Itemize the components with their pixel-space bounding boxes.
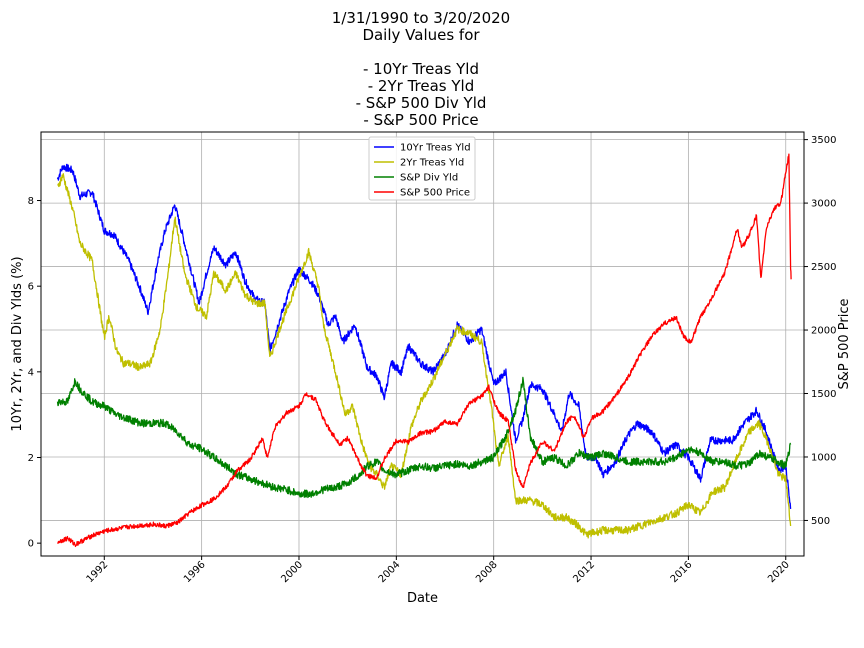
x-axis-label: Date	[407, 591, 438, 606]
x-tick-label: 1996	[182, 559, 208, 585]
title-line: - 10Yr Treas Yld	[363, 60, 479, 78]
plot-area	[40, 131, 805, 557]
y-right-tick-label: 2500	[811, 262, 836, 273]
title-line: - S&P 500 Price	[363, 111, 478, 129]
title-line: Daily Values for	[362, 26, 480, 44]
series-line	[56, 376, 792, 499]
y-axis-right-label: S&P 500 Price	[837, 298, 852, 389]
y-right-tick-label: 1500	[811, 389, 836, 400]
y-left-tick-label: 6	[28, 282, 34, 293]
legend-entry: S&P Div Yld	[400, 173, 458, 184]
y-right-tick-label: 1000	[811, 452, 836, 463]
y-axis-left: 0 2 4 6 8	[28, 196, 41, 550]
y-left-tick-label: 0	[28, 539, 34, 550]
x-tick-label: 2008	[474, 559, 500, 585]
y-left-tick-label: 4	[28, 367, 34, 378]
y-right-tick-label: 500	[811, 516, 830, 527]
x-tick-label: 2000	[279, 559, 305, 585]
legend: 10Yr Treas Yld 2Yr Treas Yld S&P Div Yld S&…	[368, 136, 476, 201]
x-tick-label: 1992	[85, 559, 111, 585]
x-axis: 1992 1996 2000 2004 2008 2012 2016 2020	[85, 556, 792, 585]
y-left-tick-label: 2	[28, 453, 34, 464]
y-left-tick-label: 8	[28, 196, 34, 207]
x-tick-label: 2004	[377, 559, 403, 585]
y-right-tick-label: 2000	[811, 326, 836, 337]
title-line: - 2Yr Treas Yld	[368, 77, 474, 95]
series-line	[57, 173, 792, 539]
y-right-tick-label: 3500	[811, 135, 836, 146]
legend-box	[368, 136, 476, 201]
title-line: - S&P 500 Div Yld	[356, 94, 487, 112]
legend-entry: 10Yr Treas Yld	[400, 143, 471, 154]
series-lines	[56, 153, 792, 548]
y-axis-right: 500 1000 1500 2000 2500 3000 3500	[804, 135, 836, 527]
legend-entry: 2Yr Treas Yld	[400, 158, 464, 169]
x-tick-label: 2012	[571, 559, 597, 585]
x-tick-label: 2020	[766, 559, 792, 585]
series-line	[57, 153, 792, 548]
x-tick-label: 2016	[669, 559, 695, 585]
legend-entry: S&P 500 Price	[400, 188, 470, 199]
title-line: 1/31/1990 to 3/20/2020	[332, 9, 510, 27]
series-line	[56, 163, 792, 509]
y-right-tick-label: 3000	[811, 199, 836, 210]
y-axis-left-label: 10Yr, 2Yr, and Div Ylds (%)	[10, 256, 25, 431]
